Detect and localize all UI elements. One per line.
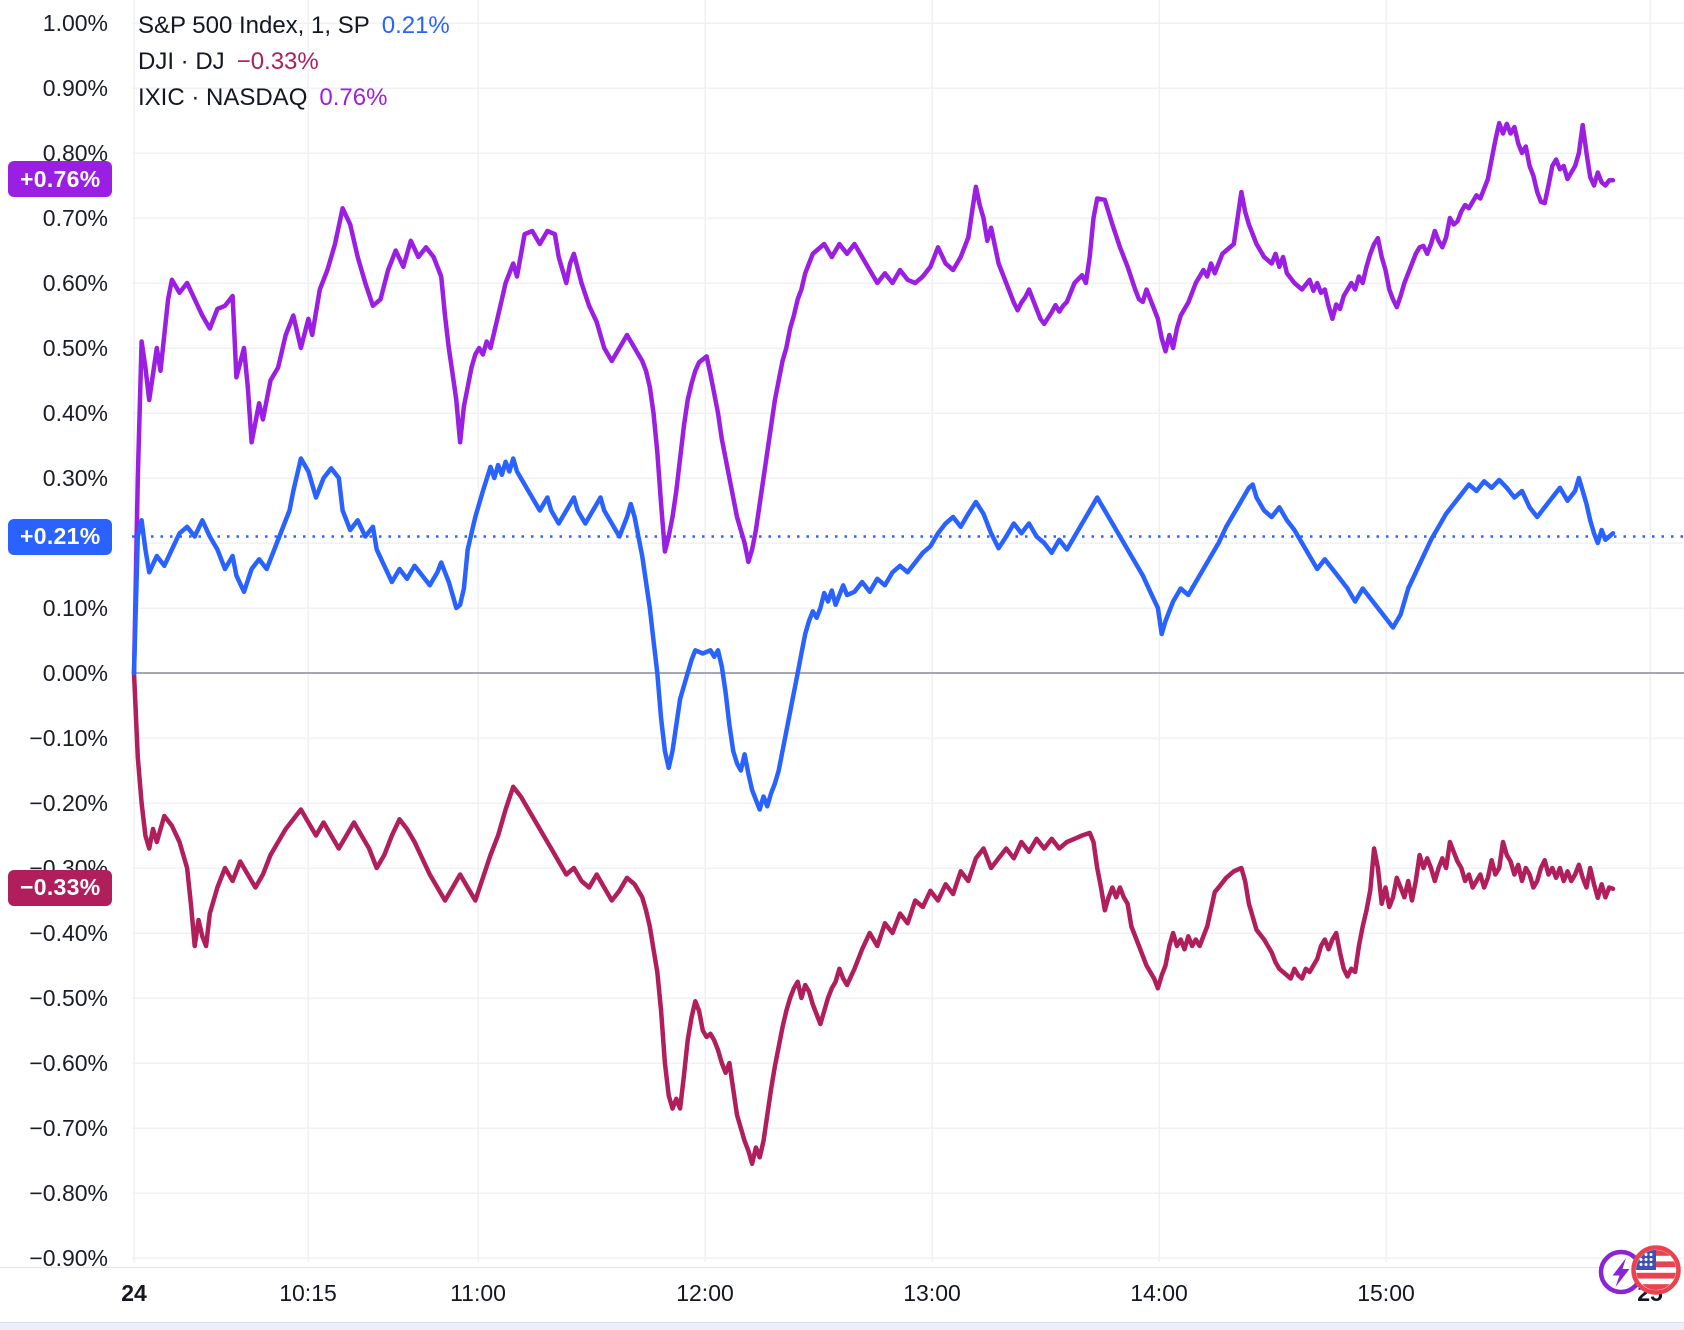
dji-price-badge: −0.33%	[8, 869, 113, 906]
x-axis-label: 14:00	[1130, 1280, 1188, 1306]
sp500-line[interactable]	[131, 456, 1616, 812]
legend-row-nasdaq[interactable]: IXIC · NASDAQ 0.76%	[138, 80, 450, 116]
y-axis-label: −0.20%	[29, 790, 108, 816]
legend-row-dji[interactable]: DJI · DJ −0.33%	[138, 44, 450, 80]
y-axis-label: 0.00%	[42, 660, 108, 686]
y-axis-label: 1.00%	[42, 10, 108, 36]
y-axis-label: 0.90%	[42, 75, 108, 101]
x-axis-label: 24	[121, 1280, 147, 1306]
x-axis-label: 15:00	[1357, 1280, 1415, 1306]
y-axis-label: −0.10%	[29, 725, 108, 751]
legend-value: 0.21%	[381, 12, 450, 39]
legend-value: 0.76%	[319, 84, 388, 111]
nasdaq-line[interactable]	[131, 120, 1616, 676]
y-axis-label: −0.70%	[29, 1115, 108, 1141]
legend: S&P 500 Index, 1, SP 0.21% DJI · DJ −0.3…	[138, 8, 450, 116]
x-axis-label: 12:00	[676, 1280, 734, 1306]
y-axis-label: 0.40%	[42, 400, 108, 426]
horizontal-gridlines	[132, 22, 1684, 1259]
y-axis-label: −0.90%	[29, 1245, 108, 1271]
x-axis-label: 11:00	[450, 1280, 506, 1306]
y-axis-label: 0.50%	[42, 335, 108, 361]
y-axis-label: 0.30%	[42, 465, 108, 491]
nasdaq-price-badge: +0.76%	[8, 161, 113, 197]
sp500-price-badge: +0.21%	[8, 518, 113, 555]
y-axis-label: 0.10%	[42, 595, 108, 621]
x-axis-label: 13:00	[903, 1280, 961, 1306]
legend-value: −0.33%	[236, 48, 319, 75]
legend-label: IXIC · NASDAQ	[138, 84, 308, 111]
vertical-gridlines	[133, 0, 1651, 1262]
y-axis-label: −0.50%	[29, 985, 108, 1011]
x-axis-label: 10:15	[279, 1280, 337, 1306]
bottom-strip	[0, 1322, 1684, 1330]
x-axis-label: 25	[1637, 1280, 1663, 1306]
legend-label: S&P 500 Index, 1, SP	[138, 12, 370, 39]
time-axis[interactable]: 24 10:15 11:00 12:00 13:00 14:00 15:00 25	[0, 1267, 1684, 1323]
y-axis-label: −0.80%	[29, 1180, 108, 1206]
dji-line[interactable]	[131, 670, 1616, 1167]
legend-row-sp500[interactable]: S&P 500 Index, 1, SP 0.21%	[138, 8, 450, 44]
y-axis-label: −0.40%	[29, 920, 108, 946]
legend-label: DJI · DJ	[138, 48, 225, 75]
y-axis-label: 0.70%	[42, 205, 108, 231]
y-axis-label: 0.60%	[42, 270, 108, 296]
y-axis-label: −0.60%	[29, 1050, 108, 1076]
